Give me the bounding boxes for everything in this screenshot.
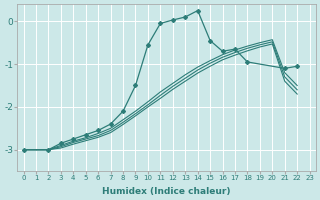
- X-axis label: Humidex (Indice chaleur): Humidex (Indice chaleur): [102, 187, 231, 196]
